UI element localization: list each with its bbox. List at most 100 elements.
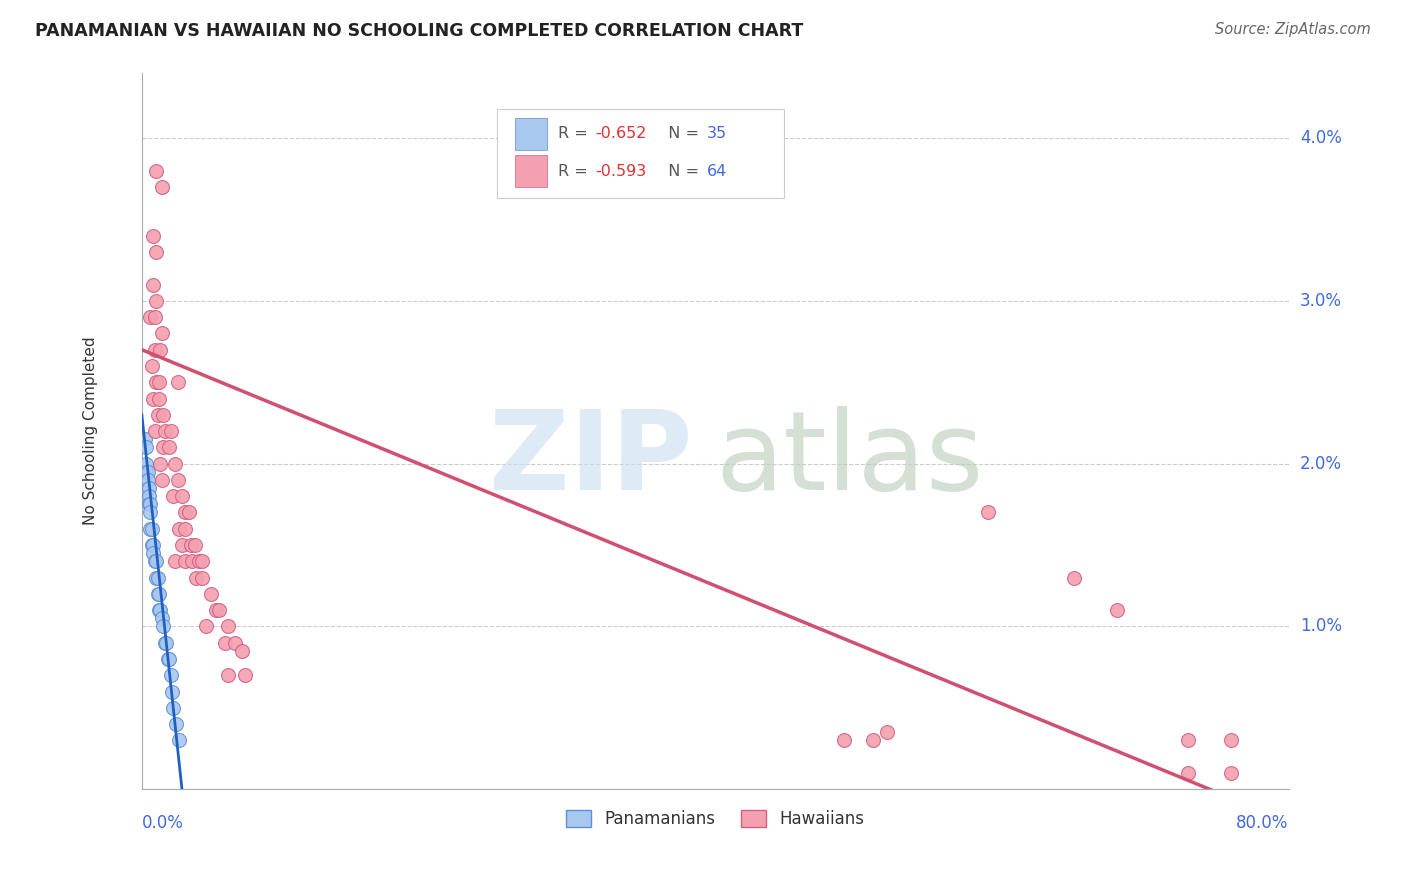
- Point: [138, 497, 160, 511]
- Point: [148, 603, 170, 617]
- Point: [166, 376, 188, 390]
- Point: [142, 228, 165, 243]
- Point: [138, 481, 160, 495]
- Point: [136, 465, 159, 479]
- Point: [217, 668, 239, 682]
- Point: [146, 587, 169, 601]
- Text: 3.0%: 3.0%: [1299, 292, 1341, 310]
- Bar: [515, 155, 547, 187]
- Point: [173, 554, 195, 568]
- Point: [200, 587, 222, 601]
- Point: [179, 506, 201, 520]
- Point: [876, 725, 898, 739]
- Point: [148, 587, 170, 601]
- Point: [135, 441, 157, 455]
- Point: [163, 457, 186, 471]
- Text: 80.0%: 80.0%: [1236, 814, 1289, 832]
- Point: [1063, 571, 1085, 585]
- Point: [170, 538, 193, 552]
- Point: [186, 571, 208, 585]
- Point: [155, 636, 177, 650]
- Point: [1220, 766, 1243, 780]
- Point: [188, 554, 211, 568]
- Point: [231, 644, 253, 658]
- Point: [173, 522, 195, 536]
- Point: [195, 619, 218, 633]
- Point: [162, 489, 184, 503]
- Point: [148, 376, 170, 390]
- Point: [152, 619, 174, 633]
- Point: [224, 636, 246, 650]
- Point: [152, 408, 174, 422]
- Point: [145, 571, 167, 585]
- Point: [214, 636, 236, 650]
- Point: [142, 546, 165, 560]
- Point: [1177, 766, 1199, 780]
- Point: [145, 163, 167, 178]
- Point: [976, 506, 998, 520]
- Text: 2.0%: 2.0%: [1299, 455, 1341, 473]
- Point: [141, 522, 163, 536]
- Point: [145, 554, 167, 568]
- Point: [184, 538, 207, 552]
- Point: [205, 603, 228, 617]
- Point: [156, 652, 179, 666]
- Point: [163, 554, 186, 568]
- Point: [233, 668, 256, 682]
- Text: -0.652: -0.652: [595, 127, 647, 141]
- Point: [148, 392, 170, 406]
- Point: [165, 717, 187, 731]
- Point: [157, 441, 180, 455]
- Point: [136, 473, 159, 487]
- Text: ZIP: ZIP: [489, 406, 692, 513]
- Point: [142, 392, 165, 406]
- Point: [143, 310, 166, 325]
- Point: [217, 619, 239, 633]
- Point: [142, 277, 165, 292]
- Point: [152, 441, 174, 455]
- Text: 0.0%: 0.0%: [142, 814, 184, 832]
- Point: [149, 603, 172, 617]
- Text: 35: 35: [707, 127, 727, 141]
- Point: [159, 424, 181, 438]
- Point: [146, 408, 169, 422]
- Point: [145, 293, 167, 308]
- Point: [149, 457, 172, 471]
- Point: [141, 359, 163, 373]
- Point: [162, 701, 184, 715]
- Text: Source: ZipAtlas.com: Source: ZipAtlas.com: [1215, 22, 1371, 37]
- Point: [139, 506, 162, 520]
- Bar: [515, 118, 547, 150]
- Point: [146, 571, 169, 585]
- Text: PANAMANIAN VS HAWAIIAN NO SCHOOLING COMPLETED CORRELATION CHART: PANAMANIAN VS HAWAIIAN NO SCHOOLING COMP…: [35, 22, 803, 40]
- Point: [135, 457, 157, 471]
- Point: [139, 310, 162, 325]
- Point: [160, 684, 183, 698]
- Point: [832, 733, 855, 747]
- Text: R =: R =: [558, 163, 593, 178]
- Point: [143, 424, 166, 438]
- Point: [167, 733, 190, 747]
- Point: [180, 538, 202, 552]
- Point: [143, 343, 166, 357]
- Point: [191, 554, 214, 568]
- Point: [1220, 733, 1243, 747]
- Point: [150, 611, 173, 625]
- Text: N =: N =: [658, 127, 704, 141]
- Point: [191, 571, 214, 585]
- Point: [862, 733, 884, 747]
- Point: [150, 473, 173, 487]
- Text: 64: 64: [707, 163, 727, 178]
- Text: 4.0%: 4.0%: [1299, 129, 1341, 147]
- Point: [138, 489, 160, 503]
- Point: [157, 652, 180, 666]
- Point: [150, 326, 173, 341]
- Point: [159, 668, 181, 682]
- Point: [135, 465, 157, 479]
- Point: [181, 554, 204, 568]
- Point: [1105, 603, 1128, 617]
- Text: -0.593: -0.593: [595, 163, 647, 178]
- Point: [149, 343, 172, 357]
- Point: [143, 554, 166, 568]
- Point: [145, 376, 167, 390]
